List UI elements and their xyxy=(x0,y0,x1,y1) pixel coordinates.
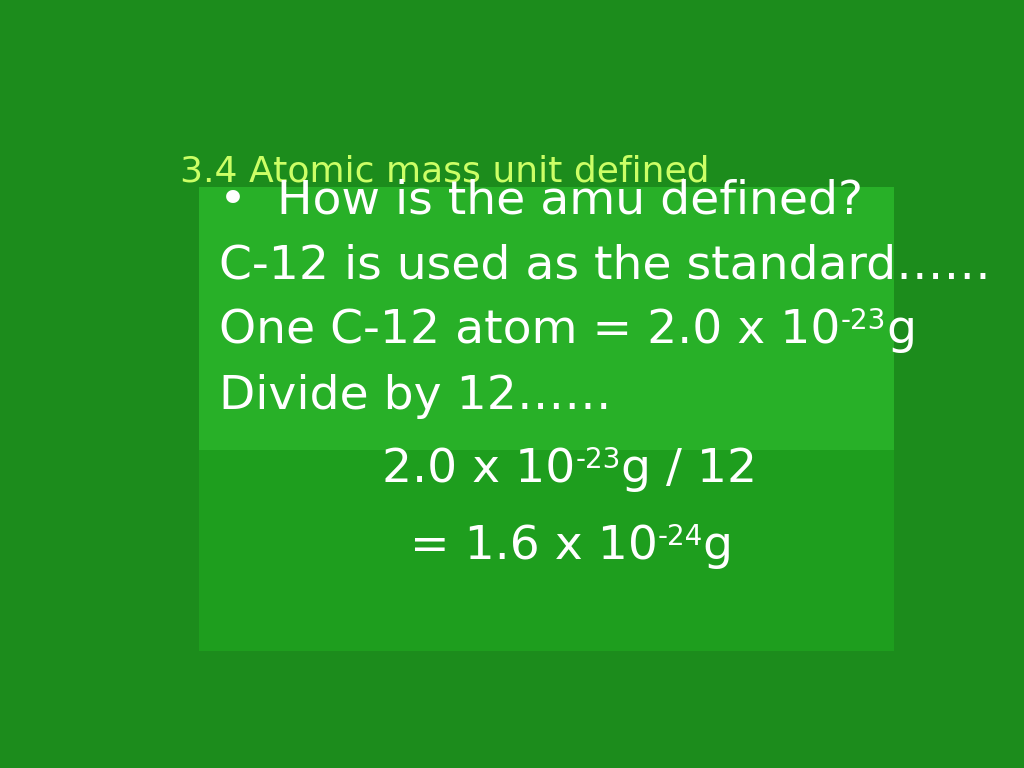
Text: g: g xyxy=(886,309,916,353)
Text: 2.0 x 10: 2.0 x 10 xyxy=(382,448,575,492)
Text: Divide by 12……: Divide by 12…… xyxy=(219,373,612,419)
Text: C-12 is used as the standard……: C-12 is used as the standard…… xyxy=(219,243,991,289)
Text: g / 12: g / 12 xyxy=(621,448,757,492)
Text: -23: -23 xyxy=(575,445,621,474)
FancyBboxPatch shape xyxy=(200,450,894,651)
Text: -24: -24 xyxy=(657,522,702,551)
Text: One C-12 atom = 2.0 x 10: One C-12 atom = 2.0 x 10 xyxy=(219,309,841,353)
Text: -23: -23 xyxy=(841,306,886,335)
FancyBboxPatch shape xyxy=(200,187,894,456)
Text: 3.4 Atomic mass unit defined: 3.4 Atomic mass unit defined xyxy=(179,154,709,188)
Text: = 1.6 x 10: = 1.6 x 10 xyxy=(410,525,657,569)
Text: g: g xyxy=(702,525,733,569)
Text: •  How is the amu defined?: • How is the amu defined? xyxy=(219,178,863,223)
